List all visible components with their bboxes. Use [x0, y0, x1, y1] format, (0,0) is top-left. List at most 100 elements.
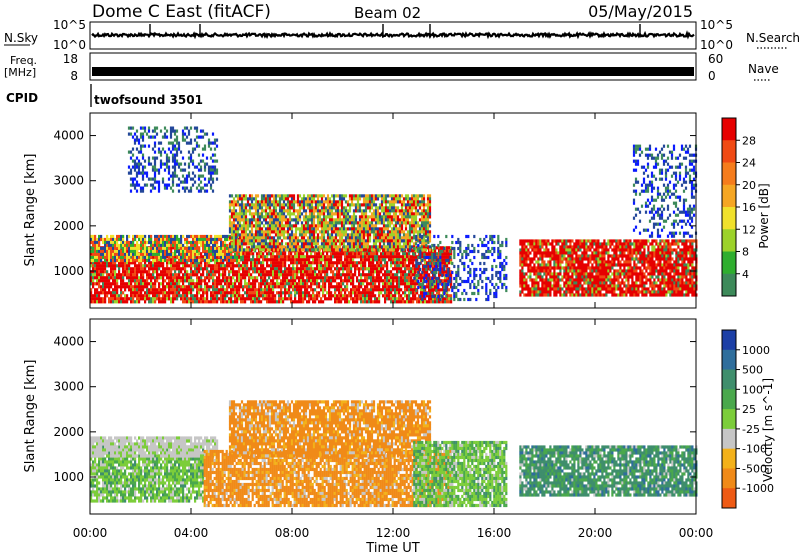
- heatmap-cell: [354, 194, 358, 198]
- heatmap-cell: [240, 273, 243, 277]
- heatmap-cell: [380, 258, 383, 262]
- heatmap-cell: [394, 215, 398, 219]
- heatmap-cell: [194, 255, 197, 259]
- heatmap-cell: [376, 245, 380, 249]
- heatmap-cell: [328, 203, 332, 207]
- heatmap-cell: [360, 261, 363, 265]
- heatmap-cell: [332, 273, 335, 277]
- heatmap-cell: [228, 218, 232, 222]
- heatmap-cell: [326, 233, 330, 237]
- heatmap-cell: [272, 255, 275, 259]
- heatmap-cell: [390, 258, 393, 262]
- heatmap-cell: [392, 200, 396, 204]
- heatmap-cell: [290, 218, 294, 222]
- heatmap-cell: [112, 291, 115, 295]
- heatmap-cell: [430, 252, 433, 256]
- heatmap-cell: [230, 212, 234, 216]
- heatmap-cell: [238, 239, 242, 243]
- heatmap-cell: [332, 203, 336, 207]
- heatmap-cell: [392, 267, 395, 271]
- heatmap-cell: [264, 276, 267, 280]
- heatmap-cell: [320, 264, 323, 268]
- heatmap-cell: [354, 197, 358, 201]
- heatmap-cell: [242, 209, 246, 213]
- heatmap-cell: [342, 273, 345, 277]
- heatmap-cell: [158, 291, 161, 295]
- heatmap-cell: [260, 282, 263, 286]
- heatmap-cell: [344, 194, 348, 198]
- heatmap-cell: [196, 237, 199, 242]
- heatmap-cell: [108, 261, 111, 265]
- heatmap-cell: [392, 227, 396, 231]
- heatmap-cell: [226, 291, 229, 295]
- heatmap-cell: [312, 200, 316, 204]
- heatmap-cell: [228, 242, 232, 246]
- heatmap-cell: [332, 212, 336, 216]
- heatmap-cell: [370, 224, 374, 228]
- heatmap-cell: [394, 264, 397, 268]
- heatmap-cell: [166, 261, 169, 265]
- heatmap-cell: [196, 279, 199, 283]
- heatmap-cell: [322, 267, 325, 271]
- heatmap-cell: [230, 291, 233, 295]
- heatmap-cell: [218, 297, 221, 301]
- heatmap-cell: [262, 242, 266, 246]
- heatmap-cell: [206, 243, 209, 248]
- heatmap-cell: [394, 255, 397, 259]
- heatmap-cell: [252, 267, 255, 271]
- heatmap-cell: [340, 227, 344, 231]
- heatmap-cell: [120, 249, 123, 254]
- heatmap-cell: [384, 212, 388, 216]
- heatmap-cell: [362, 236, 366, 240]
- heatmap-cell: [256, 215, 260, 219]
- heatmap-cell: [214, 243, 217, 248]
- heatmap-cell: [166, 285, 169, 289]
- heatmap-cell: [338, 294, 341, 298]
- heatmap-cell: [360, 230, 364, 234]
- heatmap-cell: [298, 200, 302, 204]
- heatmap-cell: [238, 252, 241, 256]
- heatmap-cell: [366, 206, 370, 210]
- heatmap-cell: [140, 297, 143, 301]
- heatmap-cell: [310, 245, 314, 249]
- heatmap-cell: [388, 215, 392, 219]
- heatmap-cell: [164, 249, 167, 254]
- heatmap-cell: [342, 248, 346, 252]
- heatmap-cell: [118, 276, 121, 280]
- heatmap-cell: [92, 249, 95, 254]
- heatmap-cell: [248, 236, 252, 240]
- heatmap-cell: [116, 279, 119, 283]
- heatmap-cell: [374, 197, 378, 201]
- heatmap-cell: [362, 233, 366, 237]
- heatmap-cell: [350, 230, 354, 234]
- heatmap-cell: [406, 212, 410, 216]
- heatmap-cell: [398, 218, 402, 222]
- heatmap-cell: [308, 233, 312, 237]
- heatmap-cell: [356, 285, 359, 289]
- heatmap-cell: [410, 288, 413, 292]
- heatmap-cell: [126, 282, 129, 286]
- heatmap-cell: [192, 264, 195, 268]
- heatmap-cell: [272, 288, 275, 292]
- heatmap-cell: [262, 288, 265, 292]
- heatmap-cell: [400, 282, 403, 286]
- heatmap-cell: [326, 252, 329, 256]
- heatmap-cell: [414, 279, 417, 283]
- heatmap-cell: [206, 300, 209, 304]
- heatmap-cell: [406, 230, 410, 234]
- heatmap-cell: [160, 264, 163, 268]
- heatmap-cell: [256, 264, 259, 268]
- heatmap-cell: [398, 224, 402, 228]
- heatmap-cell: [310, 242, 314, 246]
- heatmap-cell: [110, 243, 113, 248]
- heatmap-cell: [118, 255, 121, 260]
- heatmap-cell: [400, 300, 403, 304]
- heatmap-cell: [234, 255, 237, 260]
- heatmap-cell: [230, 255, 233, 260]
- heatmap-cell: [356, 245, 360, 249]
- heatmap-cell: [340, 261, 343, 265]
- heatmap-cell: [282, 230, 286, 234]
- heatmap-cell: [372, 264, 375, 268]
- heatmap-cell: [256, 209, 260, 213]
- heatmap-cell: [244, 291, 247, 295]
